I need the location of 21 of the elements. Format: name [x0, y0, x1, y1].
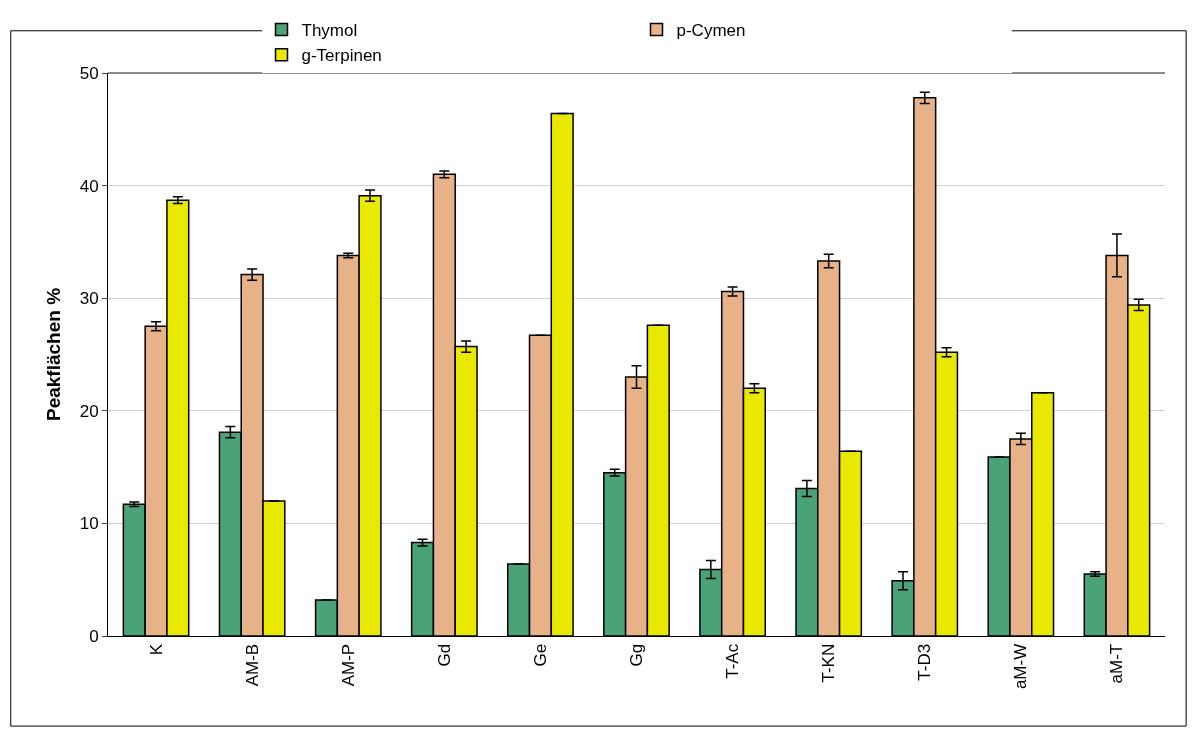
legend-label: g-Terpinen [301, 46, 382, 66]
x-tick-label: AM-P [338, 643, 358, 687]
y-axis-title: Peakflächen % [42, 287, 64, 422]
y-tick-label: 0 [89, 626, 99, 646]
y-tick-label: 40 [79, 176, 99, 196]
y-tick-label: 50 [79, 63, 99, 83]
legend-label: Thymol [301, 21, 358, 41]
y-tick-label: 20 [79, 401, 99, 421]
y-tick-label: 10 [79, 514, 99, 534]
x-tick-label: aM-T [1107, 643, 1127, 684]
x-tick-label: Gg [627, 643, 647, 667]
x-tick-label: Ge [530, 643, 550, 667]
x-tick-label: T-D3 [915, 643, 935, 681]
x-tick-label: T-Ac [723, 643, 743, 679]
x-tick-label: aM-W [1011, 643, 1031, 690]
y-tick-label: 30 [79, 289, 99, 309]
x-tick-label: AM-B [242, 643, 262, 687]
x-tick-label: T-KN [819, 643, 839, 683]
legend-label: p-Cymen [676, 21, 746, 41]
x-tick-label: Gd [434, 643, 454, 667]
x-tick-label: K [146, 643, 166, 656]
